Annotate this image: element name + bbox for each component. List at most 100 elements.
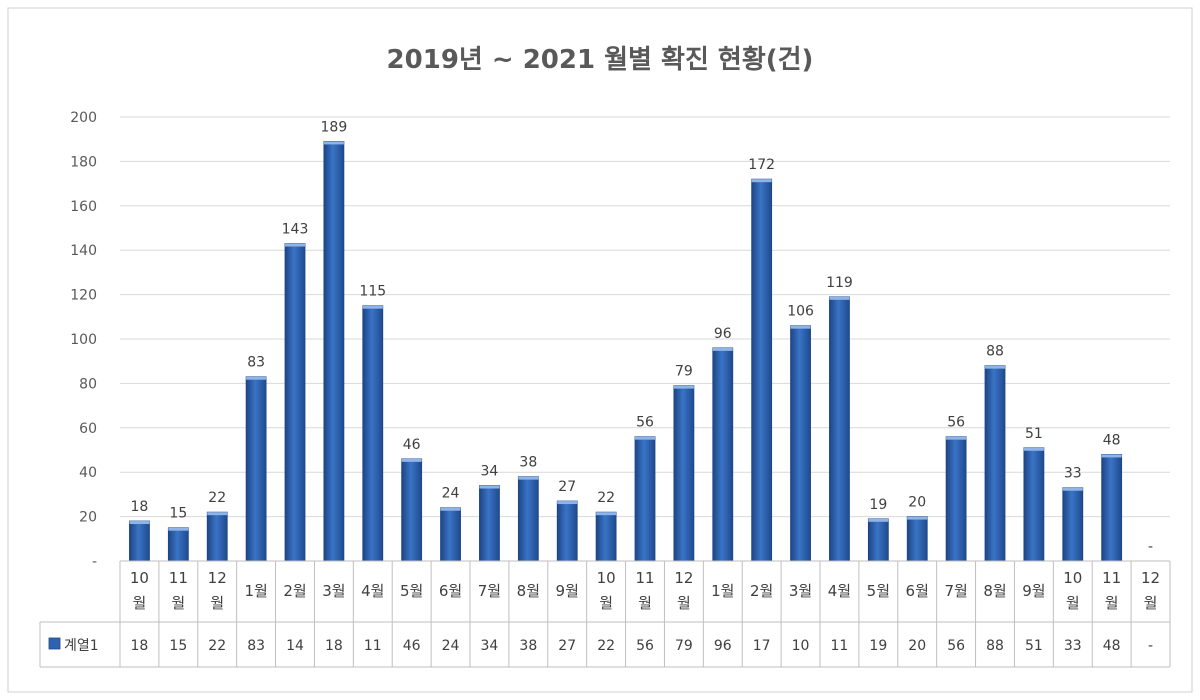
bar [790, 325, 811, 562]
bar-body [906, 516, 928, 562]
x-tick-label: 월 [1105, 594, 1119, 612]
x-tick-label: 8월 [517, 582, 540, 600]
data-label: 46 [403, 437, 421, 453]
bar-top [207, 512, 228, 516]
bar-top [635, 436, 655, 440]
bar [440, 507, 461, 562]
bar-top [362, 305, 383, 309]
bar-body [751, 178, 773, 562]
table-value: 17 [753, 638, 771, 654]
data-label: 143 [282, 222, 309, 238]
y-tick-label: 20 [79, 510, 97, 526]
x-tick-label: 2월 [283, 582, 306, 600]
x-tick-label: 월 [210, 594, 224, 612]
data-label: 79 [675, 364, 693, 380]
table-value: 11 [831, 638, 849, 654]
table-value: 19 [869, 638, 887, 654]
y-tick-label: 100 [70, 332, 97, 348]
bar [517, 476, 539, 562]
bar-body [1062, 487, 1084, 562]
bar-body [673, 385, 695, 562]
bar-body [129, 520, 150, 562]
x-tick-label: 9월 [1022, 582, 1045, 600]
table-value: 56 [636, 638, 654, 654]
x-tick-label: 11 [635, 569, 654, 587]
bar [1101, 454, 1123, 562]
x-tick-label: 12 [208, 569, 227, 587]
data-label: 56 [947, 415, 965, 431]
bar [867, 518, 889, 562]
bar-top [673, 385, 694, 389]
bar-body [945, 436, 967, 562]
bar [1023, 447, 1045, 562]
bar [167, 527, 189, 562]
x-tick-label: 5월 [867, 582, 890, 600]
data-label: 38 [519, 455, 537, 471]
x-tick-label: 월 [1066, 594, 1080, 612]
bar-body [440, 507, 461, 562]
y-tick-label: 40 [79, 465, 97, 481]
bar [712, 347, 734, 562]
data-label: 88 [986, 344, 1004, 360]
x-tick-label: 7월 [478, 582, 501, 600]
table-value: 18 [131, 638, 149, 654]
bar-top [479, 485, 500, 489]
bar-body [245, 376, 267, 562]
data-label: 189 [321, 119, 348, 135]
bar [634, 436, 656, 562]
table-value: 20 [908, 638, 926, 654]
y-tick-label: 80 [79, 376, 97, 392]
y-tick-label: 180 [70, 154, 97, 170]
y-tick-label: - [92, 554, 97, 570]
bar-body [790, 325, 811, 562]
table-value: 38 [519, 638, 537, 654]
bar [945, 436, 967, 562]
bar-top [401, 458, 422, 462]
bar-body [595, 511, 617, 562]
bar [1062, 487, 1084, 562]
table-value: 46 [403, 638, 421, 654]
data-label: 115 [359, 284, 386, 300]
bar-body [1023, 447, 1045, 562]
chart-frame [7, 7, 1193, 693]
x-tick-label: 3월 [322, 582, 345, 600]
bar-body [479, 485, 500, 562]
chart-title: 2019년 ~ 2021 월별 확진 현황(건) [387, 45, 814, 75]
bar-body [323, 141, 345, 562]
table-value: 79 [675, 638, 693, 654]
y-tick-label: 60 [79, 421, 97, 437]
x-tick-label: 월 [171, 594, 185, 612]
x-tick-label: 월 [133, 594, 147, 612]
x-tick-label: 1월 [711, 582, 734, 600]
data-label: 27 [558, 479, 576, 495]
bar-top [323, 141, 344, 145]
data-label: 20 [908, 495, 926, 511]
x-tick-label: 4월 [361, 582, 384, 600]
bar-top [246, 376, 267, 380]
data-label: 106 [787, 304, 814, 320]
data-label: 33 [1064, 466, 1082, 482]
bar [362, 305, 384, 562]
bar-top [1023, 447, 1044, 451]
bar [829, 296, 850, 562]
x-tick-label: 11 [169, 569, 188, 587]
x-tick-label: 10 [130, 569, 149, 587]
table-value: 34 [481, 638, 499, 654]
bar-top [829, 296, 850, 300]
table-value: 24 [442, 638, 460, 654]
y-tick-label: 120 [70, 288, 97, 304]
bar-top [985, 365, 1005, 369]
y-tick-label: 160 [70, 199, 97, 215]
data-labels: 18 15 22 83 143 189 115 46 24 34 38 27 22 56 79 96 172 10… [131, 119, 1154, 555]
data-label: 48 [1103, 432, 1121, 448]
data-label: 34 [481, 464, 499, 480]
bar-body [517, 476, 539, 562]
table-value: 11 [364, 638, 382, 654]
data-label: 56 [636, 415, 654, 431]
bar [479, 485, 500, 562]
x-tick-label: 12 [674, 569, 693, 587]
bar-top [1101, 454, 1122, 458]
data-label: 22 [208, 490, 226, 506]
x-tick-label: 3월 [789, 582, 812, 600]
bar [556, 500, 578, 562]
